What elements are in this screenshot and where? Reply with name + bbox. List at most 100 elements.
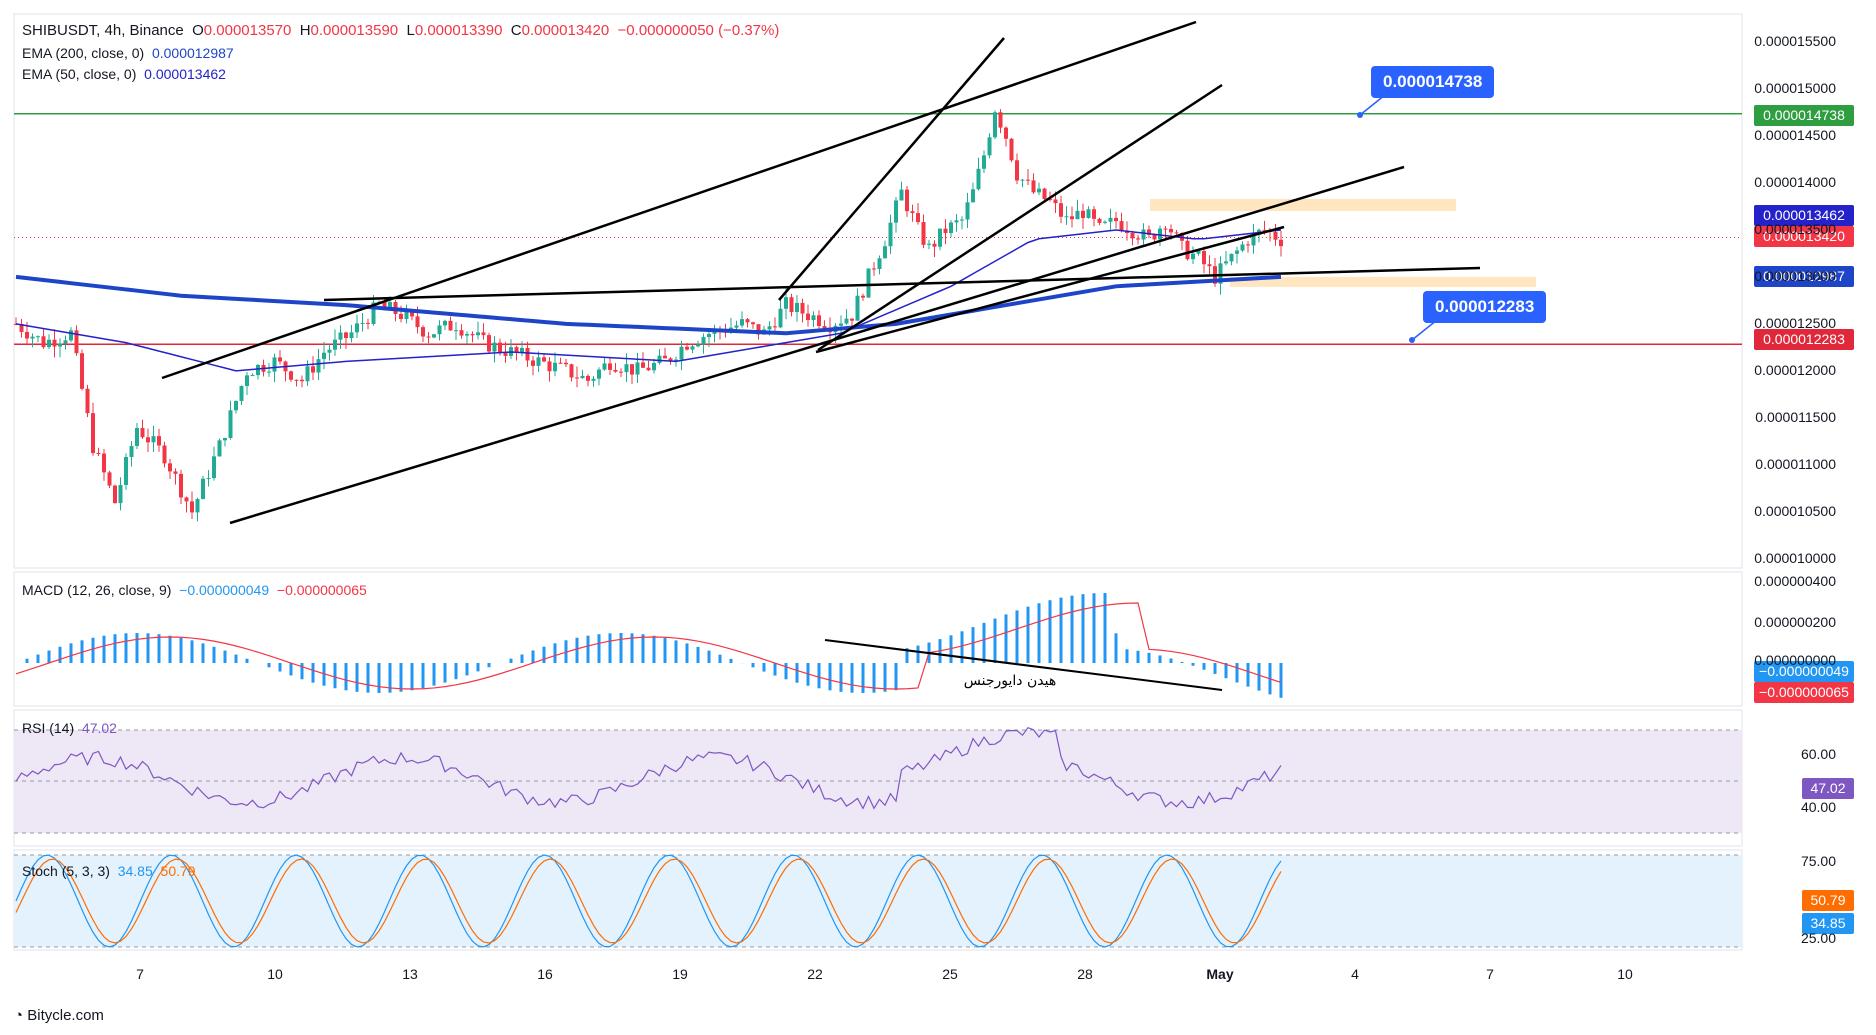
candle-body bbox=[476, 332, 480, 336]
candle-body bbox=[124, 457, 128, 485]
candle-body bbox=[789, 297, 794, 313]
trendline bbox=[229, 165, 1405, 525]
macd-bar bbox=[113, 634, 117, 663]
candle-body bbox=[498, 342, 502, 353]
macd-bar bbox=[773, 663, 777, 676]
macd-bar bbox=[795, 663, 799, 683]
macd-bar bbox=[674, 640, 678, 663]
watermark-text: Bitycle.com bbox=[27, 1007, 104, 1024]
stoch-tick-label: 75.00 bbox=[1800, 853, 1836, 869]
candle-body bbox=[1081, 210, 1085, 219]
candle-body bbox=[184, 497, 189, 502]
candle-body bbox=[245, 375, 249, 387]
candle-body bbox=[547, 361, 552, 372]
macd-bar bbox=[993, 618, 997, 663]
time-tick-label: 7 bbox=[136, 966, 144, 982]
candle-body bbox=[949, 222, 953, 234]
candle-body bbox=[63, 340, 68, 344]
candle-body bbox=[514, 347, 519, 353]
macd-bar bbox=[25, 658, 29, 663]
time-tick-label: 4 bbox=[1351, 966, 1359, 982]
macd-bar bbox=[575, 637, 579, 663]
macd-bar bbox=[1059, 597, 1063, 663]
candle-body bbox=[872, 268, 876, 270]
time-tick-label: 19 bbox=[672, 966, 688, 982]
candle-body bbox=[201, 478, 205, 500]
stoch-legend[interactable]: Stoch (5, 3, 3) 34.85 50.79 bbox=[22, 863, 196, 879]
macd-bar bbox=[124, 633, 128, 663]
macd-bar bbox=[586, 635, 590, 663]
candle-body bbox=[146, 437, 150, 443]
candle-body bbox=[817, 315, 821, 327]
candle-body bbox=[289, 371, 293, 380]
divergence-line bbox=[824, 639, 1223, 691]
candle-body bbox=[426, 336, 431, 338]
callout-support[interactable]: 0.000012283 bbox=[1423, 291, 1547, 323]
macd-bar bbox=[454, 663, 458, 680]
low-label: L bbox=[406, 22, 415, 39]
candle-body bbox=[1174, 232, 1179, 234]
ema200-legend[interactable]: EMA (200, close, 0) 0.000012987 bbox=[22, 45, 234, 61]
candle-body bbox=[415, 316, 420, 328]
candle-body bbox=[421, 327, 425, 337]
price-tick-label: 0.000011500 bbox=[1755, 408, 1836, 425]
candle-body bbox=[487, 335, 491, 352]
macd-bar bbox=[509, 658, 513, 663]
candle-body bbox=[454, 330, 458, 332]
candle-body bbox=[993, 112, 997, 138]
callout-anchor bbox=[1357, 112, 1363, 118]
candle-body bbox=[910, 211, 915, 214]
macd-legend[interactable]: MACD (12, 26, close, 9) −0.000000049 −0.… bbox=[22, 582, 367, 598]
macd-bar bbox=[982, 622, 986, 663]
signal-line bbox=[15, 602, 1282, 690]
price-tick-label: 0.000013000 bbox=[1754, 267, 1836, 284]
macd-bar bbox=[1092, 593, 1096, 663]
macd-bar bbox=[1026, 606, 1030, 663]
candle-body bbox=[1185, 240, 1190, 260]
ema50-value: 0.000013462 bbox=[144, 66, 226, 82]
macd-bar bbox=[1279, 663, 1283, 698]
macd-bar bbox=[146, 633, 150, 663]
price-tick-label: 0.000012500 bbox=[1754, 314, 1836, 331]
macd-bar bbox=[300, 663, 304, 680]
candle-body bbox=[630, 364, 634, 375]
candle-body bbox=[839, 323, 843, 326]
macd-bar bbox=[817, 663, 821, 689]
candle-body bbox=[294, 379, 299, 381]
candle-body bbox=[971, 189, 975, 203]
price-tick-label: 0.000014000 bbox=[1754, 174, 1836, 191]
candle-body bbox=[795, 302, 799, 313]
macd-bar bbox=[872, 663, 876, 693]
candle-body bbox=[806, 313, 810, 321]
callout-resistance[interactable]: 0.000014738 bbox=[1371, 66, 1495, 98]
macd-bar bbox=[212, 646, 216, 663]
candle-body bbox=[1064, 216, 1069, 218]
trendline bbox=[815, 225, 1285, 354]
tag-resistance: 0.000014738 bbox=[1754, 105, 1854, 126]
macd-bar bbox=[58, 646, 62, 663]
macd-bar bbox=[388, 663, 392, 693]
ema200-line bbox=[15, 274, 1282, 336]
macd-bar bbox=[245, 658, 249, 663]
time-tick-label: 13 bbox=[402, 966, 418, 982]
candle-body bbox=[1169, 228, 1173, 233]
resistance-zone bbox=[1150, 198, 1456, 211]
candle-body bbox=[1240, 244, 1245, 251]
macd-bar bbox=[861, 663, 865, 693]
ema50-legend[interactable]: EMA (50, close, 0) 0.000013462 bbox=[22, 66, 226, 82]
candle-body bbox=[1042, 188, 1047, 199]
tag-macd: −0.000000049 bbox=[1754, 661, 1854, 682]
rsi-legend[interactable]: RSI (14) 47.02 bbox=[22, 720, 117, 736]
candle-body bbox=[740, 319, 744, 326]
price-tick-label: 0.000015000 bbox=[1754, 80, 1836, 97]
candle-body bbox=[883, 246, 887, 259]
macd-bar bbox=[1257, 663, 1261, 691]
candle-body bbox=[52, 339, 57, 347]
macd-bar bbox=[1004, 614, 1008, 663]
candle-body bbox=[278, 357, 282, 362]
candle-body bbox=[371, 302, 376, 324]
candle-body bbox=[778, 308, 783, 328]
macd-bar bbox=[333, 663, 337, 689]
candle-body bbox=[1108, 217, 1113, 222]
